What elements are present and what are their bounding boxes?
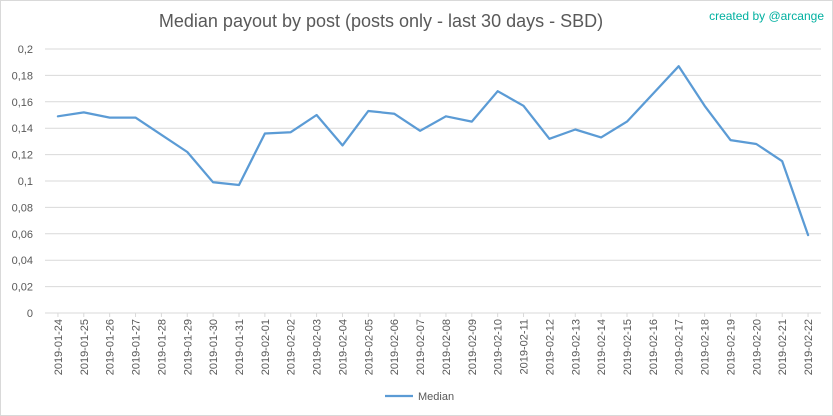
x-tick-label: 2019-02-10: [493, 319, 505, 375]
x-tick-label: 2019-01-25: [79, 319, 91, 375]
x-tick-label: 2019-01-26: [105, 319, 117, 375]
x-tick-label: 2019-01-31: [234, 319, 246, 375]
x-tick-label: 2019-02-09: [467, 319, 479, 375]
y-tick-label: 0,08: [12, 202, 33, 214]
x-tick-label: 2019-01-30: [208, 319, 220, 375]
legend: Median: [385, 391, 454, 403]
y-tick-label: 0: [27, 308, 33, 320]
x-tick-label: 2019-02-02: [286, 319, 298, 375]
x-tick-label: 2019-02-06: [389, 319, 401, 375]
x-tick-label: 2019-02-20: [751, 319, 763, 375]
y-tick-label: 0,18: [12, 70, 33, 82]
y-tick-label: 0,14: [12, 123, 33, 135]
x-tick-label: 2019-01-27: [131, 319, 143, 375]
x-tick-label: 2019-02-17: [674, 319, 686, 375]
x-tick-label: 2019-02-18: [700, 319, 712, 375]
x-tick-label: 2019-02-15: [622, 319, 634, 375]
x-tick-label: 2019-01-29: [182, 319, 194, 375]
x-tick-label: 2019-02-07: [415, 319, 427, 375]
x-axis-ticks: 2019-01-24 2019-01-25 2019-01-26 2019-01-27…: [53, 313, 815, 375]
x-tick-label: 2019-01-28: [156, 319, 168, 375]
legend-label: Median: [418, 391, 454, 403]
series-lines: [56, 65, 810, 237]
y-tick-label: 0,2: [18, 44, 33, 56]
y-tick-label: 0,02: [12, 282, 33, 294]
x-tick-label: 2019-02-12: [544, 319, 556, 375]
x-tick-label: 2019-02-03: [312, 319, 324, 375]
x-tick-label: 2019-02-16: [648, 319, 660, 375]
x-tick-label: 2019-02-19: [725, 319, 737, 375]
x-tick-label: 2019-02-13: [570, 319, 582, 375]
y-axis-ticks: 0 0,02 0,04 0,06 0,08 0,1 0,12 0,14 0,16 0,18 0,2: [12, 44, 33, 320]
x-tick-label: 2019-01-24: [53, 319, 65, 375]
x-tick-label: 2019-02-21: [777, 319, 789, 375]
chart-title: Median payout by post (posts only - last…: [158, 11, 604, 31]
y-tick-label: 0,1: [18, 176, 33, 188]
credit-label: created by @arcange: [709, 9, 824, 23]
x-tick-label: 2019-02-22: [803, 319, 815, 375]
gridlines: [45, 48, 821, 314]
x-tick-label: 2019-02-11: [519, 319, 531, 374]
y-tick-label: 0,12: [12, 150, 33, 162]
y-tick-label: 0,04: [12, 255, 33, 267]
x-tick-label: 2019-02-04: [337, 319, 349, 375]
x-tick-label: 2019-02-14: [596, 319, 608, 375]
x-tick-label: 2019-02-08: [441, 319, 453, 375]
x-tick-label: 2019-02-01: [260, 319, 272, 375]
x-tick-label: 2019-02-05: [363, 319, 375, 375]
y-tick-label: 0,06: [12, 229, 33, 241]
y-tick-label: 0,16: [12, 97, 33, 109]
series-line-median: [56, 65, 810, 237]
